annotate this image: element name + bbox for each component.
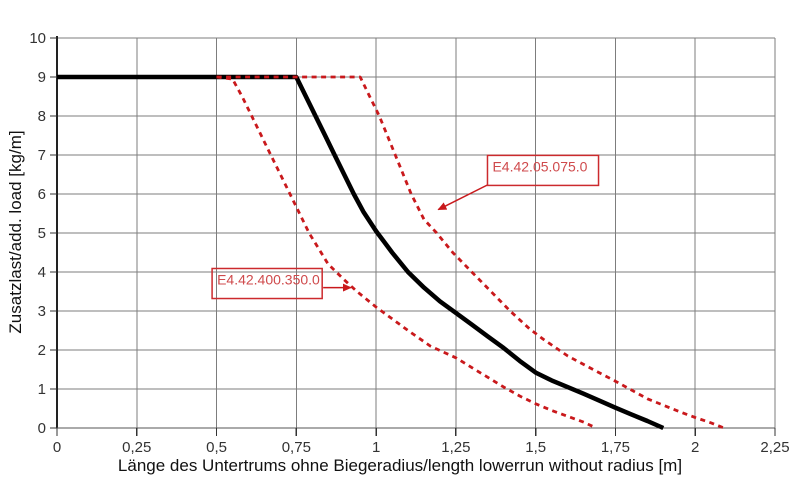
x-tick-label: 1,5 xyxy=(525,439,546,456)
y-tick-label: 7 xyxy=(38,147,46,164)
y-tick-label: 1 xyxy=(38,381,46,398)
x-tick-label: 1,25 xyxy=(441,439,470,456)
series-e4-42-05-075-0 xyxy=(216,75,725,430)
y-tick-label: 2 xyxy=(38,342,46,359)
annotation-label-1: E4.42.400.350.0 xyxy=(217,271,320,287)
x-tick-label: 0,5 xyxy=(206,439,227,456)
y-tick-label: 4 xyxy=(38,264,46,281)
y-tick-label: 3 xyxy=(38,303,46,320)
x-tick-label: 0,25 xyxy=(122,439,151,456)
x-tick-label: 1,75 xyxy=(601,439,630,456)
y-tick-label: 8 xyxy=(38,108,46,125)
x-tick-label: 1 xyxy=(372,439,380,456)
series-e4-42-400-350-0 xyxy=(216,75,597,430)
x-tick-label: 0,75 xyxy=(282,439,311,456)
annotation-arrow-0 xyxy=(437,183,489,211)
annotation-box-0 xyxy=(486,154,600,187)
y-tick-label: 5 xyxy=(38,225,46,242)
y-tick-label: 9 xyxy=(38,69,46,86)
series-black-solid xyxy=(57,74,665,431)
y-tick-label: 6 xyxy=(38,186,46,203)
annotation-box-1 xyxy=(211,267,323,300)
y-tick-label: 0 xyxy=(38,420,46,437)
annotation-label-0: E4.42.05.075.0 xyxy=(492,158,587,174)
x-tick-label: 0 xyxy=(53,439,61,456)
y-axis-title-text: Zusatzlast/add. load [kg/m] xyxy=(6,130,25,334)
x-tick-label: 2,25 xyxy=(760,439,789,456)
y-tick-label: 10 xyxy=(29,30,46,47)
x-tick-label: 2 xyxy=(691,439,699,456)
x-axis-title: Länge des Untertrums ohne Biegeradius/le… xyxy=(117,456,683,475)
